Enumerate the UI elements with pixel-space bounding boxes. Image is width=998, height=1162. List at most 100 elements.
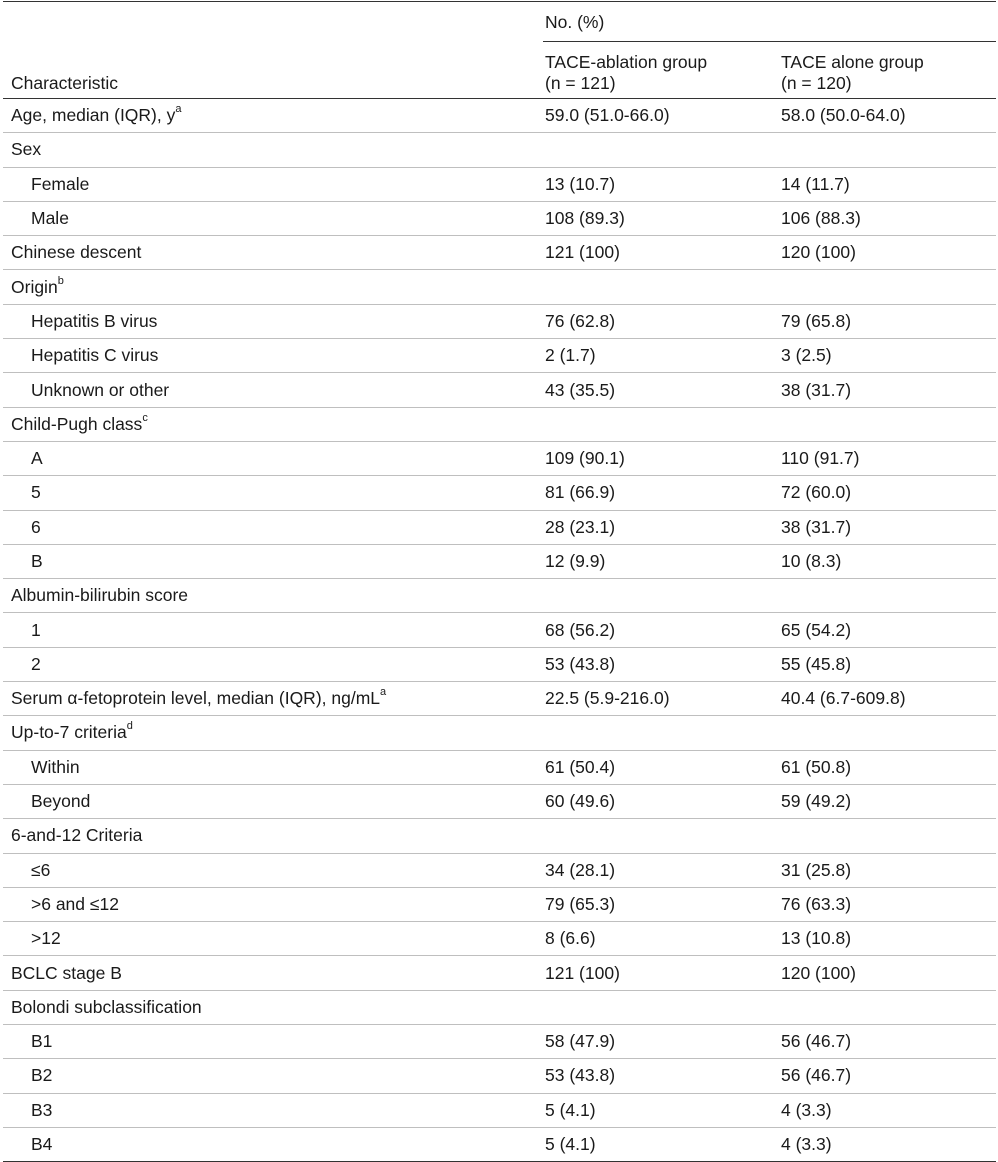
table-row: Sex [3, 132, 996, 168]
tace-alone-value: 14 (11.7) [779, 167, 996, 202]
row-label: Female [3, 167, 543, 202]
row-label: B2 [3, 1058, 543, 1094]
tace-alone-value [779, 715, 996, 751]
table-row: >6 and ≤12 79 (65.3) 76 (63.3) [3, 887, 996, 923]
row-label: 5 [3, 475, 543, 511]
row-label: >12 [3, 921, 543, 957]
row-label-text: >6 and ≤12 [31, 893, 119, 914]
tace-ablation-value [543, 578, 779, 614]
table-row: ≤6 34 (28.1) 31 (25.8) [3, 853, 996, 888]
row-label-text: B1 [31, 1031, 53, 1052]
table-row: Up-to-7 criteriad [3, 715, 996, 751]
tace-ablation-value: 81 (66.9) [543, 475, 779, 511]
row-label: Beyond [3, 784, 543, 820]
row-label: Bolondi subclassification [3, 990, 543, 1026]
table-row: BCLC stage B 121 (100) 120 (100) [3, 955, 996, 991]
tace-alone-value: 58.0 (50.0-64.0) [779, 98, 996, 134]
header-empty-cell [3, 3, 543, 42]
row-label: Sex [3, 132, 543, 168]
table-row: Beyond 60 (49.6) 59 (49.2) [3, 784, 996, 820]
tace-ablation-value [543, 132, 779, 168]
row-label-text: 1 [31, 619, 41, 640]
tace-alone-value: 65 (54.2) [779, 612, 996, 648]
tace-alone-value: 40.4 (6.7-609.8) [779, 681, 996, 717]
table-row: Unknown or other 43 (35.5) 38 (31.7) [3, 372, 996, 408]
tace-alone-value: 79 (65.8) [779, 304, 996, 340]
tace-ablation-value: 5 (4.1) [543, 1127, 779, 1162]
tace-alone-value: 55 (45.8) [779, 647, 996, 683]
row-label-text: 6 [31, 516, 41, 537]
row-label: B4 [3, 1127, 543, 1162]
table-row: A 109 (90.1) 110 (91.7) [3, 441, 996, 477]
row-label-text: Up-to-7 criteria [11, 722, 127, 743]
row-label-text: Male [31, 208, 69, 229]
row-label: ≤6 [3, 853, 543, 888]
row-label-text: ≤6 [31, 859, 51, 880]
row-label-text: Beyond [31, 791, 91, 812]
row-label: 2 [3, 647, 543, 683]
row-label: 1 [3, 612, 543, 648]
row-label: Child-Pugh classc [3, 407, 543, 442]
row-label: Age, median (IQR), ya [3, 98, 543, 134]
row-label: Male [3, 201, 543, 237]
tace-ablation-value [543, 990, 779, 1026]
row-label-text: B [31, 551, 43, 571]
tace-alone-value: 72 (60.0) [779, 475, 996, 511]
table-row: B 12 (9.9) 10 (8.3) [3, 544, 996, 580]
top-rule [3, 1, 996, 3]
header-tace-ablation-name: TACE-ablation group [545, 52, 708, 72]
tace-alone-value: 4 (3.3) [779, 1127, 996, 1162]
footnote-marker: b [57, 274, 64, 287]
tace-alone-value: 120 (100) [779, 955, 996, 991]
tace-ablation-value: 5 (4.1) [543, 1093, 779, 1128]
table-row: Female 13 (10.7) 14 (11.7) [3, 167, 996, 202]
tace-alone-value: 59 (49.2) [779, 784, 996, 820]
row-label-text: Bolondi subclassification [11, 996, 202, 1017]
table-row: Male 108 (89.3) 106 (88.3) [3, 201, 996, 237]
tace-alone-value: 106 (88.3) [779, 201, 996, 237]
tace-alone-value: 10 (8.3) [779, 544, 996, 580]
tace-alone-value [779, 578, 996, 614]
row-label-text: Child-Pugh class [11, 413, 143, 434]
tace-alone-value: 110 (91.7) [779, 441, 996, 477]
header-no-percent: No. (%) [543, 3, 996, 42]
row-label-text: 6-and-12 Criteria [11, 825, 143, 846]
row-label-text: >12 [31, 928, 61, 949]
row-label-text: BCLC stage B [11, 962, 122, 983]
row-label: B1 [3, 1024, 543, 1060]
row-label-text: Sex [11, 139, 42, 160]
row-label-text: Hepatitis B virus [31, 310, 158, 331]
row-label-text: Female [31, 173, 90, 194]
table-row: 6 28 (23.1) 38 (31.7) [3, 510, 996, 545]
row-label: Hepatitis B virus [3, 304, 543, 340]
table-row: 5 81 (66.9) 72 (60.0) [3, 475, 996, 511]
row-label-text: A [31, 448, 43, 469]
tace-alone-value: 31 (25.8) [779, 853, 996, 888]
row-label-text: 5 [31, 482, 41, 503]
tace-ablation-value: 121 (100) [543, 955, 779, 991]
footnote-marker: c [142, 411, 148, 424]
tace-ablation-value: 12 (9.9) [543, 544, 779, 580]
tace-ablation-value: 60 (49.6) [543, 784, 779, 820]
table-row: Bolondi subclassification [3, 990, 996, 1026]
row-label: Up-to-7 criteriad [3, 715, 543, 751]
row-label-text: B3 [31, 1099, 53, 1120]
tace-ablation-value: 76 (62.8) [543, 304, 779, 340]
tace-alone-value [779, 407, 996, 442]
row-label-text: Albumin-bilirubin score [11, 585, 189, 606]
row-label: Albumin-bilirubin score [3, 578, 543, 614]
tace-ablation-value: 28 (23.1) [543, 510, 779, 545]
tace-alone-value [779, 818, 996, 854]
table-row: Albumin-bilirubin score [3, 578, 996, 614]
table-row: Within 61 (50.4) 61 (50.8) [3, 750, 996, 785]
tace-alone-value: 13 (10.8) [779, 921, 996, 957]
tace-ablation-value: 8 (6.6) [543, 921, 779, 957]
table-row: Originb [3, 269, 996, 305]
row-label: B [3, 544, 543, 580]
table-row: Age, median (IQR), ya 59.0 (51.0-66.0) 58.… [3, 98, 996, 134]
row-label: Hepatitis C virus [3, 338, 543, 374]
row-label: 6-and-12 Criteria [3, 818, 543, 854]
header-tace-ablation: TACE-ablation group (n = 121) [543, 41, 779, 99]
row-label-text: Unknown or other [31, 379, 170, 400]
row-label-text: Origin [11, 276, 58, 297]
